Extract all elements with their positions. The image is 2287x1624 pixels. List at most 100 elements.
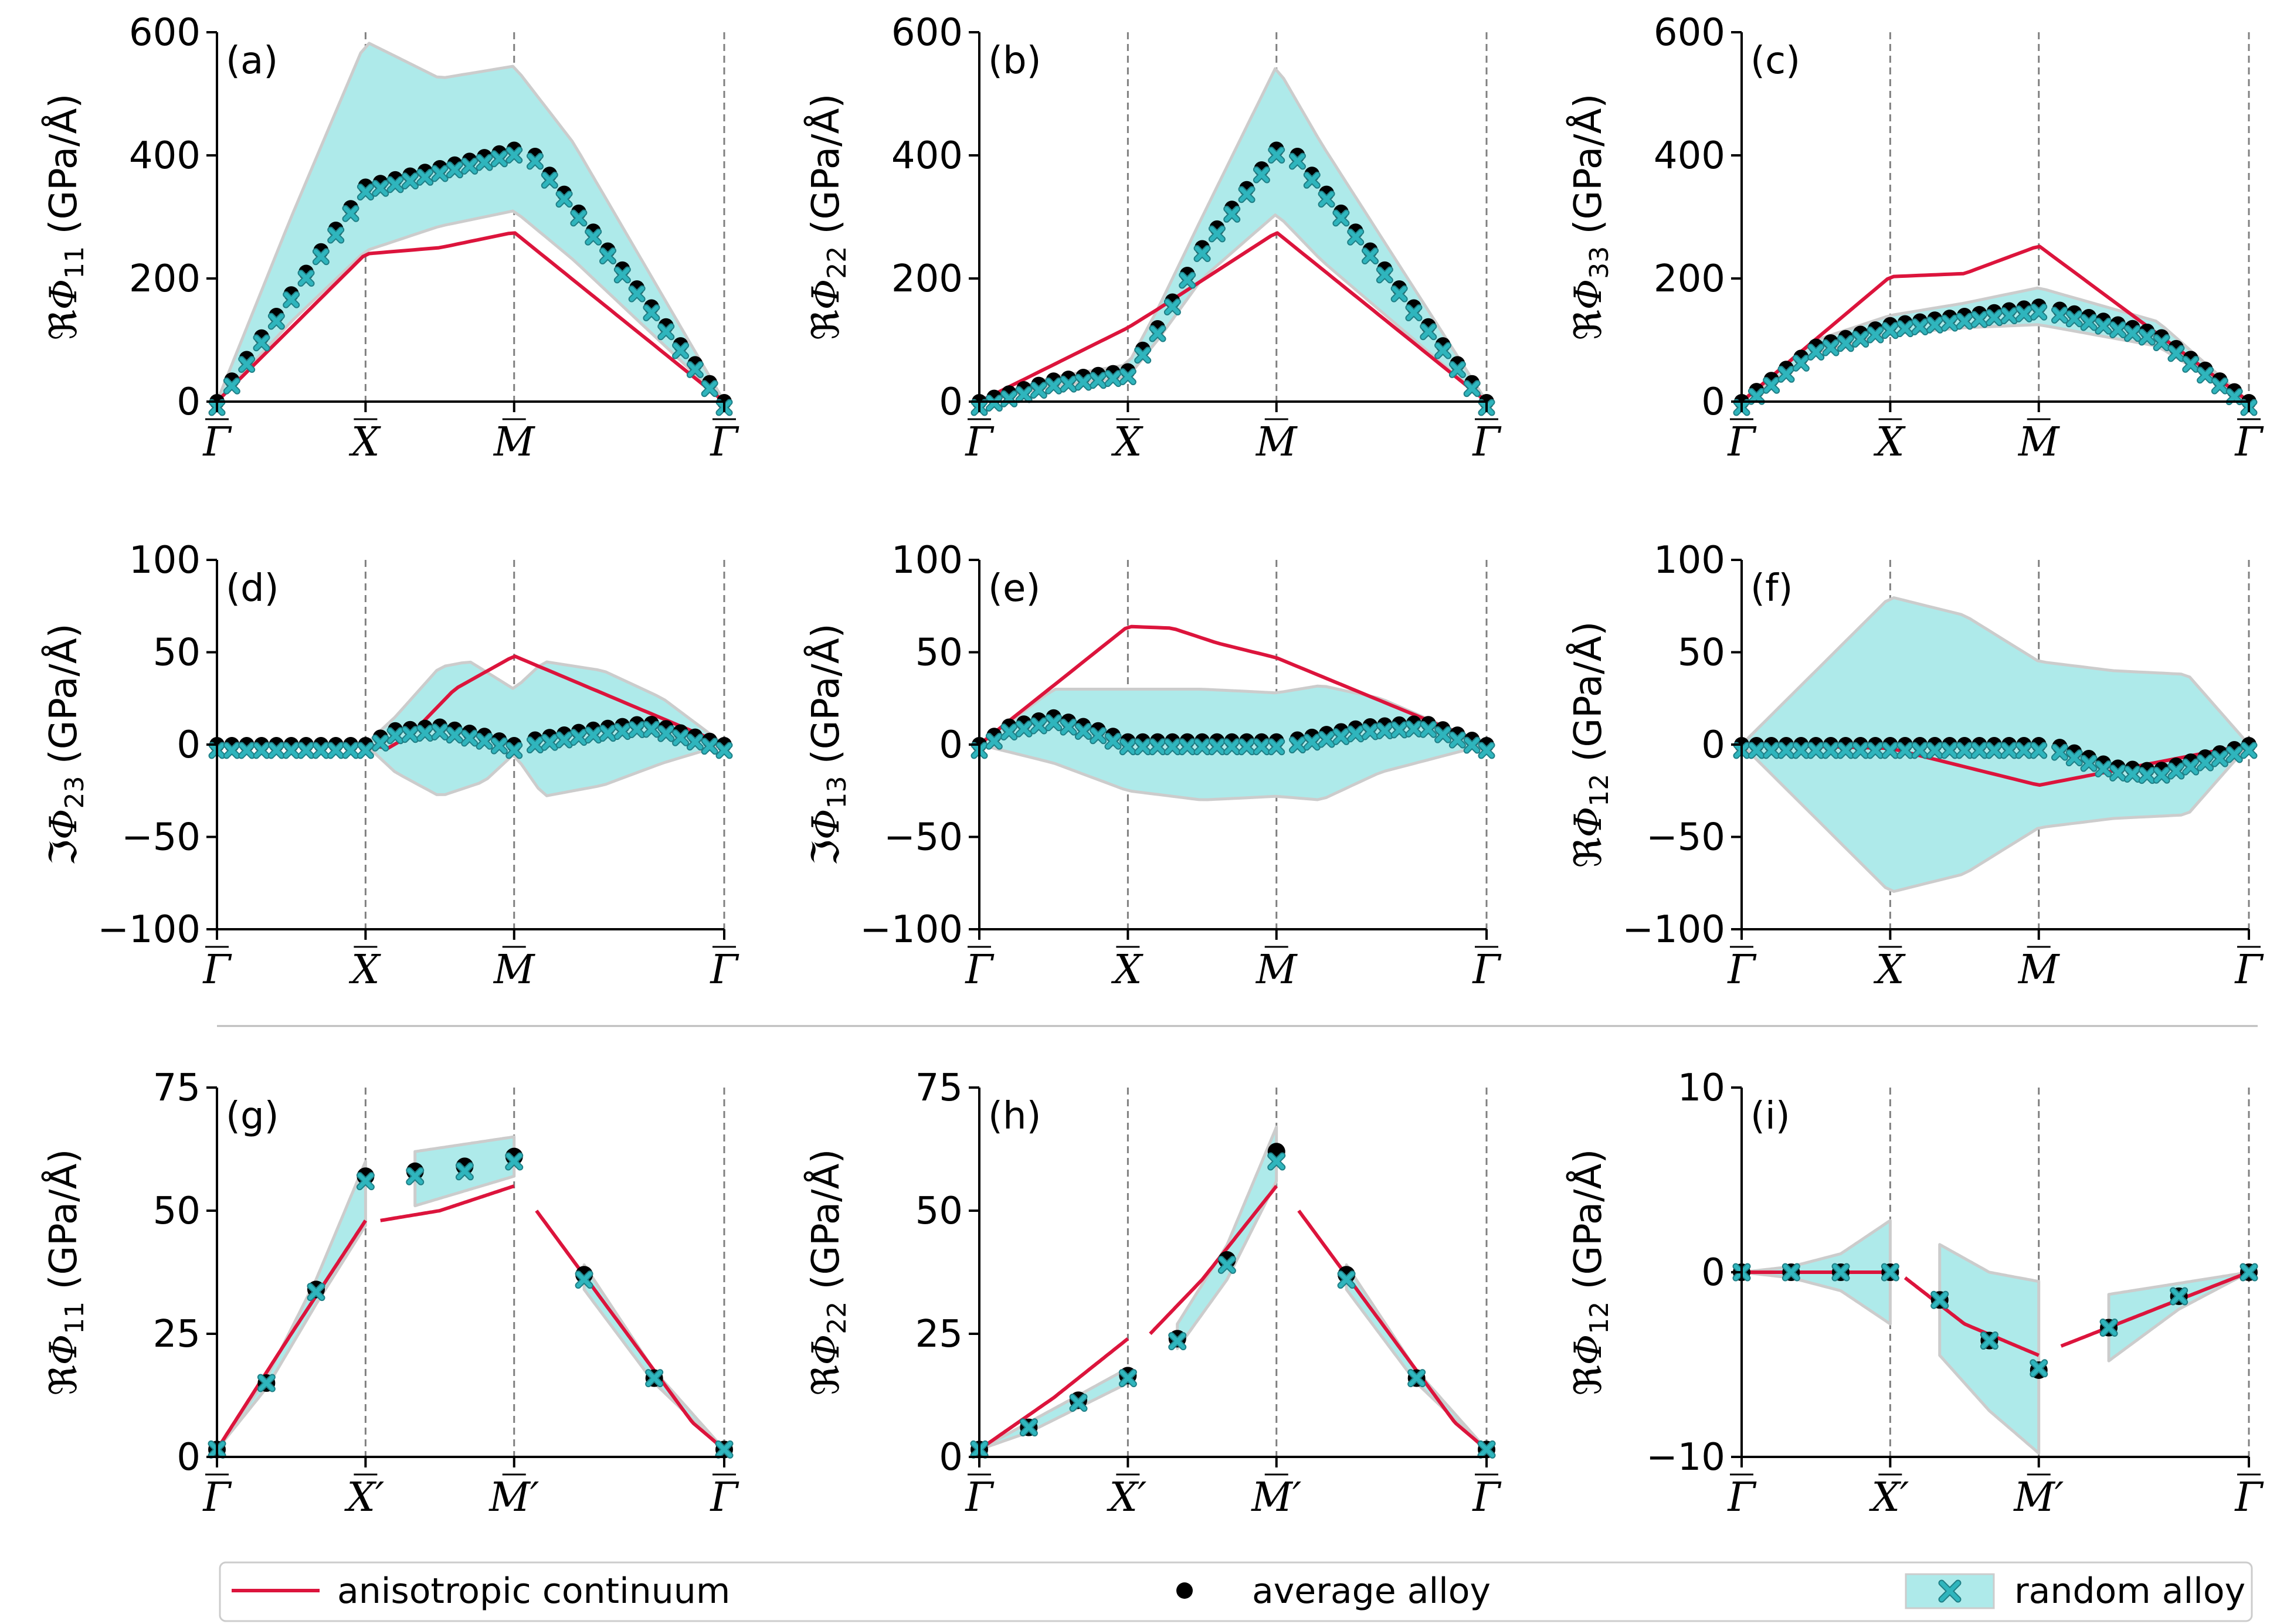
legend-average-label: average alloy xyxy=(1252,1571,1491,1612)
random-alloy-point xyxy=(1911,742,1929,759)
random-alloy-point xyxy=(1986,742,2003,759)
y-tick-label: −50 xyxy=(1646,816,1725,859)
random-alloy-point xyxy=(431,165,449,182)
random-alloy-point xyxy=(1193,245,1211,262)
random-alloy-point xyxy=(1807,344,1825,361)
x-tick-label: Γ xyxy=(1726,419,1757,466)
y-tick-label: −10 xyxy=(1646,1436,1725,1479)
random-alloy-point xyxy=(1303,171,1321,189)
panel-label: (e) xyxy=(988,567,1040,610)
random-alloy-point xyxy=(1267,1152,1286,1171)
random-alloy-point xyxy=(257,1374,276,1392)
random-alloy-point xyxy=(1926,316,1943,334)
random-alloy-point xyxy=(643,304,660,321)
x-tick-label: Γ xyxy=(2234,1474,2264,1521)
random-alloy-point xyxy=(1970,311,1988,328)
random-alloy-point xyxy=(1376,266,1393,284)
x-tick-label: Γ xyxy=(202,419,232,466)
y-label-symbol: Φ xyxy=(42,809,86,840)
random-alloy-point xyxy=(1792,742,1810,759)
random-alloy-point xyxy=(1238,186,1256,203)
random-alloy-point xyxy=(1253,738,1270,756)
random-alloy-point xyxy=(283,291,300,308)
random-alloy-point xyxy=(1390,721,1408,739)
x-tick-label: M xyxy=(1255,419,1298,466)
random-alloy-point xyxy=(1045,714,1063,732)
legend: anisotropic continuum average alloy rand… xyxy=(219,1561,2253,1622)
y-tick-label: −100 xyxy=(1622,908,1725,952)
random-alloy-point xyxy=(2065,749,2083,767)
random-alloy-point xyxy=(2051,307,2068,324)
random-alloy-point xyxy=(526,152,544,170)
random-alloy-point xyxy=(1118,1369,1137,1388)
random-alloy-point xyxy=(643,721,660,738)
y-tick-label: 25 xyxy=(153,1313,201,1356)
legend-continuum-label: anisotropic continuum xyxy=(337,1571,730,1612)
legend-random-marker xyxy=(1938,1579,1962,1603)
random-alloy-point xyxy=(2015,742,2032,759)
y-tick-label: −100 xyxy=(97,908,201,952)
y-label-prefix: ℜ xyxy=(1567,310,1610,340)
random-alloy-point xyxy=(461,729,479,747)
random-alloy-point xyxy=(1477,1440,1496,1459)
random-alloy-point xyxy=(1390,285,1408,303)
random-alloy-point xyxy=(372,179,389,197)
random-alloy-point xyxy=(1208,225,1226,243)
x-tick-label: Γ xyxy=(964,419,995,466)
random-alloy-point xyxy=(2167,345,2185,362)
y-tick-label: 50 xyxy=(153,631,201,675)
panel-i: −10 0 10 Γ X′ M′ Γ (i) ℜΦ12 (GPa/Å) xyxy=(1566,1066,2264,1521)
random-alloy-point xyxy=(672,729,690,746)
random-alloy-point xyxy=(657,725,675,742)
panel-label: (g) xyxy=(226,1095,279,1138)
random-alloy-point xyxy=(585,726,602,744)
random-alloy-point xyxy=(628,285,646,303)
random-alloy-point xyxy=(645,1369,664,1388)
random-alloy-point xyxy=(342,742,359,759)
panel-label: (h) xyxy=(988,1095,1041,1138)
random-alloy-point xyxy=(1337,1270,1356,1289)
continuum-curve xyxy=(1903,1276,2040,1357)
random-alloy-point xyxy=(401,726,419,743)
random-alloy-point xyxy=(1896,320,1914,338)
random-alloy-point xyxy=(307,1283,325,1302)
continuum-curve xyxy=(380,1184,515,1222)
random-alloy-point xyxy=(357,742,374,759)
y-axis-label: ℜΦ12 (GPa/Å) xyxy=(1566,1149,1614,1396)
x-tick-label: X xyxy=(348,947,381,993)
random-alloy-point xyxy=(1104,732,1122,750)
random-alloy-point xyxy=(238,742,256,759)
y-label-symbol: Φ xyxy=(805,809,848,840)
random-alloy-point xyxy=(386,176,404,193)
random-alloy-point xyxy=(490,150,508,168)
x-tick-label: M xyxy=(2017,947,2061,993)
panel-g: 0 25 50 75 Γ X′ M′ Γ (g) ℜΦ11 (GPa/Å) xyxy=(41,1066,739,1521)
random-alloy-point xyxy=(575,1270,593,1289)
panel-h: 0 25 50 75 Γ X′ M′ Γ (h) ℜΦ22 (GPa/Å) xyxy=(803,1066,1502,1521)
y-tick-label: 200 xyxy=(129,257,201,301)
random-alloy-point xyxy=(570,209,588,227)
random-alloy-point xyxy=(2170,1287,2188,1306)
panel-label: (a) xyxy=(226,39,278,83)
x-tick-label: Γ xyxy=(2234,947,2264,993)
panel-label: (b) xyxy=(988,39,1041,83)
random-alloy-point xyxy=(1956,312,1973,330)
random-alloy-point xyxy=(1941,314,1959,332)
y-label-unit: (GPa/Å) xyxy=(41,1149,86,1302)
y-tick-label: 75 xyxy=(915,1066,963,1110)
random-alloy-point xyxy=(1777,365,1795,383)
random-alloy-point xyxy=(555,731,573,749)
y-label-subscript: 33 xyxy=(1584,246,1614,279)
random-alloy-point xyxy=(1268,147,1285,164)
random-alloy-point xyxy=(1090,727,1107,745)
random-alloy-point xyxy=(1288,152,1306,170)
x-tick-label: M′ xyxy=(2013,1474,2064,1521)
random-alloy-point xyxy=(238,356,256,373)
panel-b: 0 200 400 600 Γ X M Γ (b) ℜΦ22 (GPa/Å) xyxy=(803,11,1502,466)
y-label-prefix: ℜ xyxy=(42,310,86,340)
random-alloy-point xyxy=(1288,736,1306,754)
random-alloy-point xyxy=(1782,1263,1800,1282)
x-tick-label: X xyxy=(1111,947,1144,993)
random-alloy-point xyxy=(657,323,675,341)
random-alloy-point xyxy=(446,726,463,744)
